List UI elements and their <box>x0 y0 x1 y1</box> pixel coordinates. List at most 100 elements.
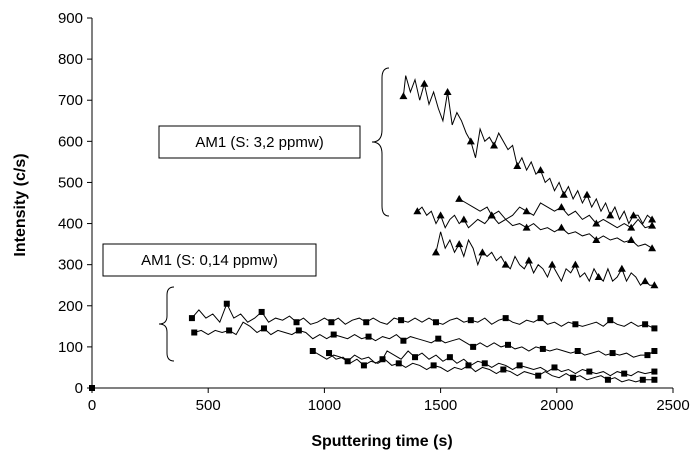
data-point-square <box>360 362 367 369</box>
data-point-triangle <box>455 240 464 248</box>
data-point-triangle <box>548 260 557 268</box>
data-point-triangle <box>648 244 657 252</box>
data-point-square <box>467 317 474 324</box>
y-tick-label: 900 <box>58 10 83 27</box>
data-point-triangle <box>478 248 487 256</box>
data-point-triangle <box>536 166 545 174</box>
data-point-triangle <box>459 215 468 223</box>
data-point-triangle <box>594 273 603 280</box>
data-point-square <box>398 317 405 324</box>
y-tick-label: 100 <box>58 339 83 356</box>
data-point-square <box>309 348 316 354</box>
data-point-square <box>651 368 658 375</box>
data-point-triangle <box>627 236 636 243</box>
data-point-square <box>535 372 542 379</box>
data-point-triangle <box>557 223 566 231</box>
data-point-square <box>621 370 628 377</box>
data-point-triangle <box>501 260 510 268</box>
x-tick-label: 1000 <box>308 397 341 414</box>
series-group <box>89 75 659 391</box>
x-tick-label: 2000 <box>540 397 573 414</box>
data-point-square <box>465 362 472 369</box>
data-point-square <box>604 376 611 383</box>
data-point-square <box>435 335 442 342</box>
data-point-square <box>446 354 453 361</box>
y-tick-label: 400 <box>58 216 83 233</box>
data-point-square <box>400 337 407 344</box>
data-point-square <box>223 300 230 307</box>
data-point-triangle <box>559 190 568 198</box>
data-point-square <box>500 366 507 373</box>
y-tick-label: 600 <box>58 133 83 150</box>
series-line <box>312 350 655 377</box>
data-point-square <box>432 319 439 326</box>
data-point-square <box>516 362 523 369</box>
data-point-square <box>258 308 265 315</box>
annotation-box-high-s <box>158 125 361 159</box>
data-point-triangle <box>522 223 531 231</box>
data-point-square <box>551 364 558 371</box>
data-point-triangle <box>571 260 580 268</box>
data-point-triangle <box>466 137 475 145</box>
x-tick-label: 500 <box>196 397 221 414</box>
data-point-triangle <box>436 211 445 219</box>
x-tick-label: 2500 <box>656 397 689 414</box>
data-point-square <box>430 362 437 369</box>
data-point-triangle <box>606 211 615 219</box>
data-point-triangle <box>524 256 533 264</box>
data-point-triangle <box>455 194 464 202</box>
y-tick-label: 0 <box>75 380 83 397</box>
y-tick-label: 300 <box>58 257 83 274</box>
data-point-square <box>89 385 95 391</box>
data-point-square <box>481 360 488 367</box>
data-point-triangle <box>557 203 566 211</box>
x-tick-label: 0 <box>88 397 96 414</box>
y-tick-label: 800 <box>58 51 83 68</box>
y-axis-title: Intensity (c/s) <box>12 153 29 256</box>
data-point-triangle <box>413 207 422 215</box>
annotation-box-low-s <box>102 243 317 277</box>
series-1 <box>399 75 657 225</box>
y-tick-label: 700 <box>58 92 83 109</box>
y-tick-label: 500 <box>58 174 83 191</box>
data-point-triangle <box>648 215 657 223</box>
series-line <box>458 198 653 229</box>
data-point-triangle <box>490 141 499 149</box>
x-axis-title: Sputtering time (s) <box>311 433 452 450</box>
data-point-triangle <box>648 221 657 229</box>
brace-high-s <box>371 67 390 217</box>
data-point-triangle <box>513 162 522 169</box>
data-point-triangle <box>592 219 601 227</box>
data-point-square <box>295 327 302 334</box>
data-point-square <box>326 350 333 357</box>
data-point-square <box>293 319 300 326</box>
x-tick-label: 1500 <box>424 397 457 414</box>
data-point-triangle <box>617 264 626 272</box>
data-point-triangle <box>629 211 638 219</box>
data-point-square <box>609 350 616 357</box>
data-point-square <box>502 315 509 322</box>
data-point-square <box>537 315 544 322</box>
data-point-triangle <box>641 277 650 285</box>
data-point-square <box>363 319 370 326</box>
series-line <box>417 206 653 249</box>
series-line <box>402 75 653 225</box>
data-point-triangle <box>650 281 659 289</box>
data-point-square <box>607 317 614 324</box>
data-point-triangle <box>399 92 408 100</box>
series-4 <box>431 231 659 289</box>
series-line <box>328 352 655 383</box>
data-point-triangle <box>420 79 429 87</box>
data-point-square <box>260 325 267 332</box>
series-5 <box>188 300 658 332</box>
data-point-triangle <box>487 211 496 219</box>
data-point-square <box>226 327 233 334</box>
series-6 <box>191 321 658 359</box>
data-point-square <box>651 348 658 354</box>
data-point-square <box>395 360 402 367</box>
data-point-square <box>539 345 546 352</box>
data-point-triangle <box>522 207 531 215</box>
data-point-square <box>572 321 579 328</box>
data-point-square <box>188 315 195 322</box>
